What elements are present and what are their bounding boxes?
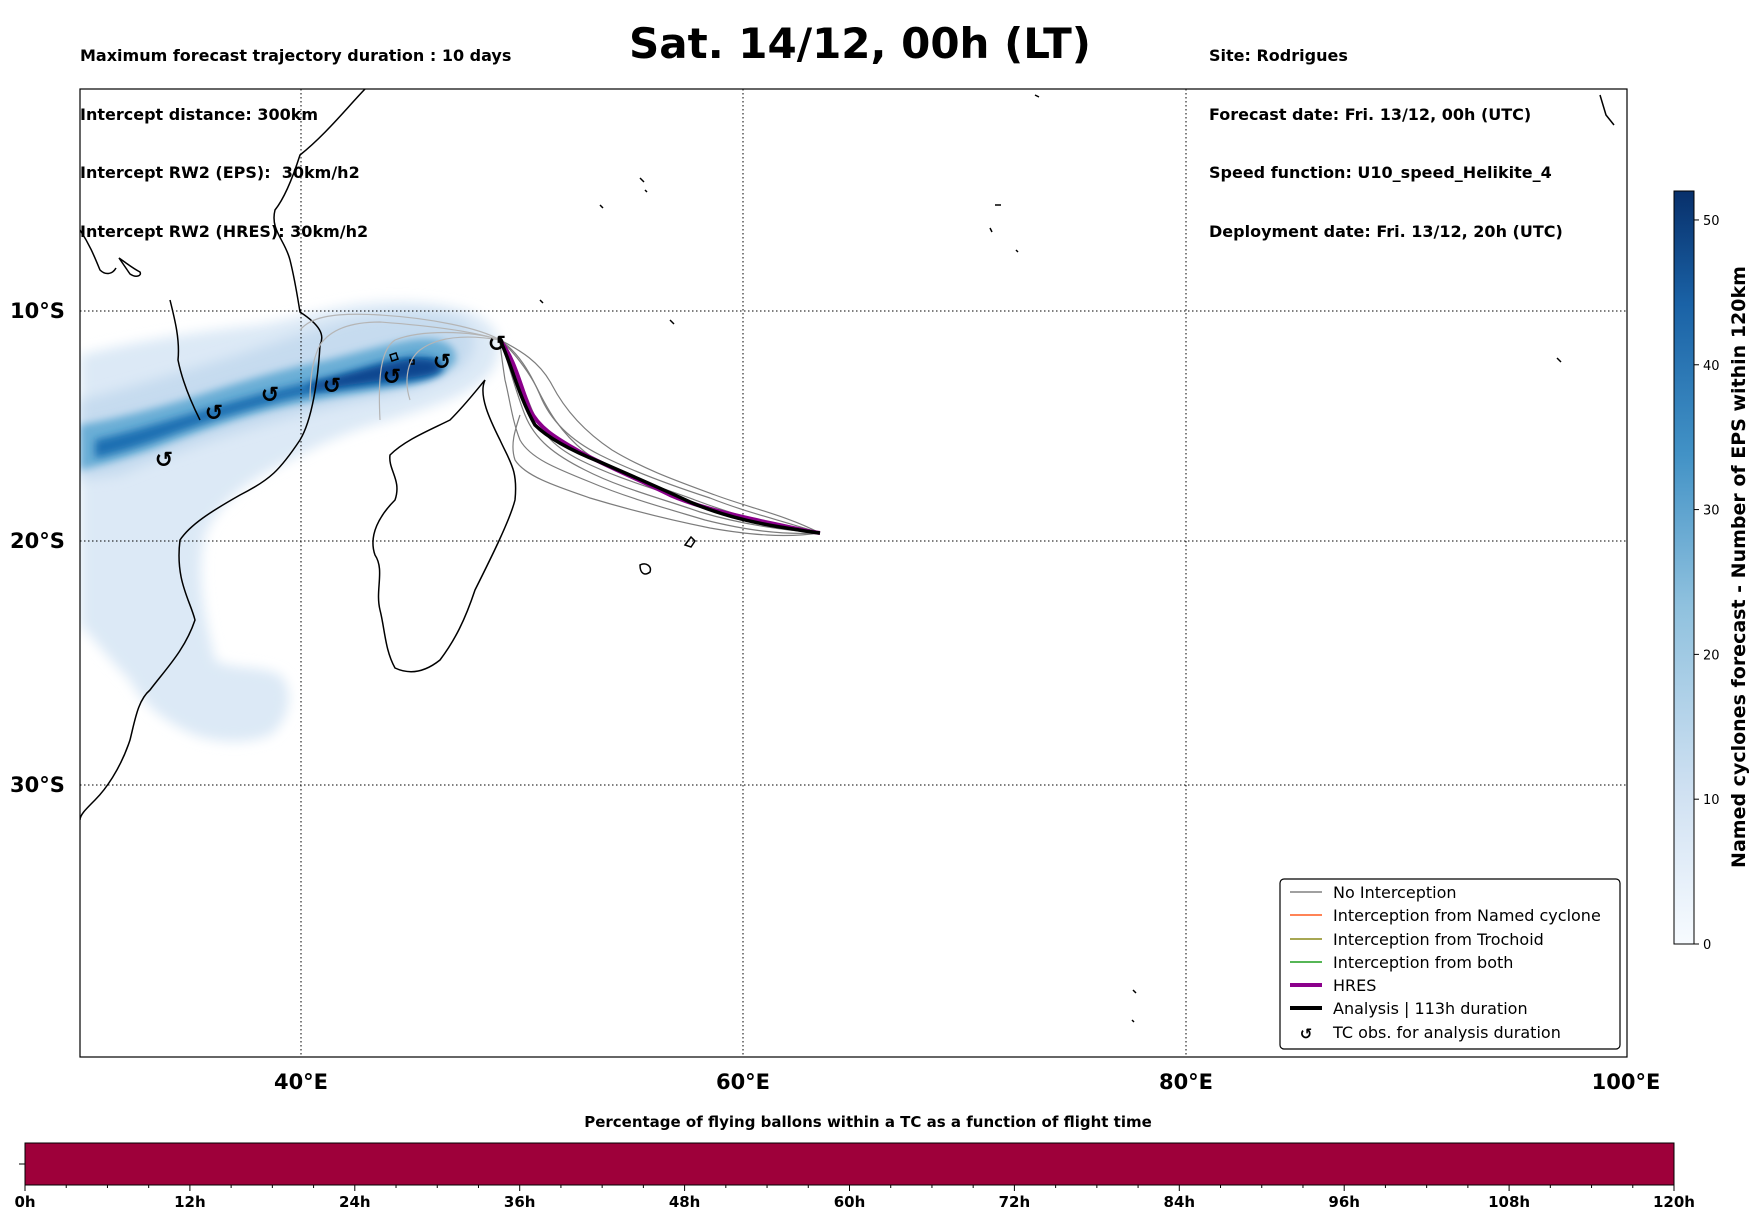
legend-label: TC obs. for analysis duration (1332, 1023, 1561, 1042)
ensemble-track-west (378, 331, 501, 421)
lon-label: 60°E (716, 1070, 770, 1094)
colorbar-tick-label: 30 (1703, 504, 1720, 519)
bottom-colorbar-tick-label: 60h (834, 1193, 866, 1211)
legend-label: Interception from Trochoid (1333, 930, 1544, 949)
legend-label: Interception from Named cyclone (1333, 906, 1601, 925)
cyclone-density-field (80, 302, 499, 742)
madagascar-coastline (372, 379, 517, 673)
africa-coastline (80, 89, 366, 821)
legend-label: Interception from both (1333, 953, 1513, 972)
lake-outline (118, 257, 142, 277)
legend-entry: Analysis | 113h duration (1290, 999, 1528, 1018)
bottom-colorbar-tick-label: 48h (669, 1193, 701, 1211)
density-darkest-core (310, 359, 441, 390)
tc-observations: ↺ ↺ ↺ ↺ ↺ ↺ ↺ (155, 332, 506, 473)
bottom-colorbar-tick-label: 84h (1164, 1193, 1196, 1211)
tc-symbol: ↺ (205, 401, 223, 426)
bottom-colorbar-bar (24, 1142, 1675, 1186)
bottom-colorbar-tick-label: 72h (999, 1193, 1031, 1211)
colorbar-label: Named cyclones forecast - Number of EPS … (1728, 266, 1750, 868)
legend-entry: Interception from both (1290, 953, 1513, 972)
lon-labels: 40°E 60°E 80°E 100°E (274, 1070, 1660, 1094)
mauritius-reunion-islands (639, 535, 696, 575)
bottom-colorbar-tick-label: 0h (14, 1193, 35, 1211)
legend-entry: No Interception (1290, 883, 1457, 902)
legend-entry: ↺ TC obs. for analysis duration (1300, 1023, 1561, 1043)
map-area: ↺ ↺ ↺ ↺ ↺ ↺ ↺ (80, 89, 1627, 1057)
lon-label: 80°E (1159, 1070, 1213, 1094)
lon-label: 40°E (274, 1070, 328, 1094)
header-left-line: Intercept distance: 300km (80, 104, 319, 124)
legend-box (1279, 878, 1621, 1050)
map-title: Sat. 14/12, 00h (LT) (629, 19, 1091, 68)
legend-entry: Interception from Trochoid (1290, 930, 1544, 949)
colorbar-gradient (1673, 190, 1695, 945)
header-right-line: Site: Rodrigues (1209, 46, 1348, 65)
bottom-colorbar-tick-label: 96h (1328, 1193, 1360, 1211)
header-left-info: Maximum forecast trajectory duration : 1… (80, 7, 511, 261)
legend-tc-icon: ↺ (1300, 1025, 1313, 1043)
tc-symbol: ↺ (383, 365, 401, 390)
bottom-colorbar-tick-label: 12h (174, 1193, 206, 1211)
western-trajectories (299, 313, 501, 421)
legend-entry: Interception from Named cyclone (1290, 906, 1601, 925)
colorbar-tick-label: 20 (1703, 648, 1720, 663)
ensemble-track (512, 414, 821, 537)
somalia-horn-coast (80, 229, 117, 275)
colorbar-tick-label: 50 (1703, 214, 1720, 229)
legend-label: Analysis | 113h duration (1333, 999, 1528, 1018)
map-frame (79, 88, 1628, 1058)
header-left-line: Maximum forecast trajectory duration : 1… (80, 46, 512, 65)
bottom-colorbar-tick-label: 120h (1653, 1193, 1695, 1211)
lat-label: 30°S (10, 773, 65, 797)
right-colorbar: 0 10 20 30 40 50 Named cyclones forecast - Nu… (1673, 190, 1750, 953)
colorbar-tick-label: 0 (1703, 938, 1711, 953)
legend-entry: HRES (1290, 976, 1376, 995)
tc-symbol: ↺ (261, 383, 279, 408)
bottom-colorbar-tick-label: 24h (339, 1193, 371, 1211)
header-right-info: Site: Rodrigues Forecast date: Fri. 13/1… (1209, 7, 1563, 261)
analysis-trajectory (498, 339, 821, 535)
tc-symbol: ↺ (155, 448, 173, 473)
ensemble-track (499, 339, 821, 535)
coastlines (80, 89, 1615, 1023)
tc-symbol: ↺ (488, 332, 506, 357)
bottom-colorbar: Percentage of flying ballons within a TC… (14, 1113, 1695, 1211)
bottom-colorbar-tick-label: 36h (504, 1193, 536, 1211)
lon-label: 100°E (1592, 1070, 1661, 1094)
header-right-line: Deployment date: Fri. 13/12, 20h (UTC) (1209, 221, 1563, 241)
legend-label: No Interception (1333, 883, 1457, 902)
bottom-colorbar-title: Percentage of flying ballons within a TC… (584, 1113, 1152, 1131)
graticule (80, 89, 1627, 1057)
legend: No Interception Interception from Named … (1279, 878, 1621, 1050)
ensemble-track-west (299, 313, 501, 341)
ensemble-track-west (406, 336, 501, 401)
ensemble-track (499, 339, 821, 534)
ensemble-track-west (309, 321, 501, 401)
lat-labels: 10°S 20°S 30°S (10, 299, 65, 797)
header-right-line: Forecast date: Fri. 13/12, 00h (UTC) (1209, 104, 1532, 124)
ensemble-track (499, 339, 821, 534)
lat-label: 10°S (10, 299, 65, 323)
bottom-colorbar-ticks: 0h 12h 24h 36h 48h 60h 72h 84h 96h 108h 120h (14, 1185, 1695, 1211)
mozambique-channel-islands (169, 299, 201, 421)
tc-symbol: ↺ (323, 374, 341, 399)
header-left-line: Intercept RW2 (HRES): 30km/h2 (80, 221, 369, 241)
colorbar-ticks: 0 10 20 30 40 50 (1694, 214, 1720, 953)
lat-label: 20°S (10, 529, 65, 553)
tc-symbol: ↺ (433, 350, 451, 375)
colorbar-tick-label: 40 (1703, 359, 1720, 374)
colorbar-tick-label: 10 (1703, 793, 1720, 808)
legend-label: HRES (1333, 976, 1376, 995)
header-right-line: Speed function: U10_speed_Helikite_4 (1209, 163, 1552, 182)
small-islands-north (189, 94, 1615, 1023)
bottom-colorbar-tick-label: 108h (1488, 1193, 1530, 1211)
